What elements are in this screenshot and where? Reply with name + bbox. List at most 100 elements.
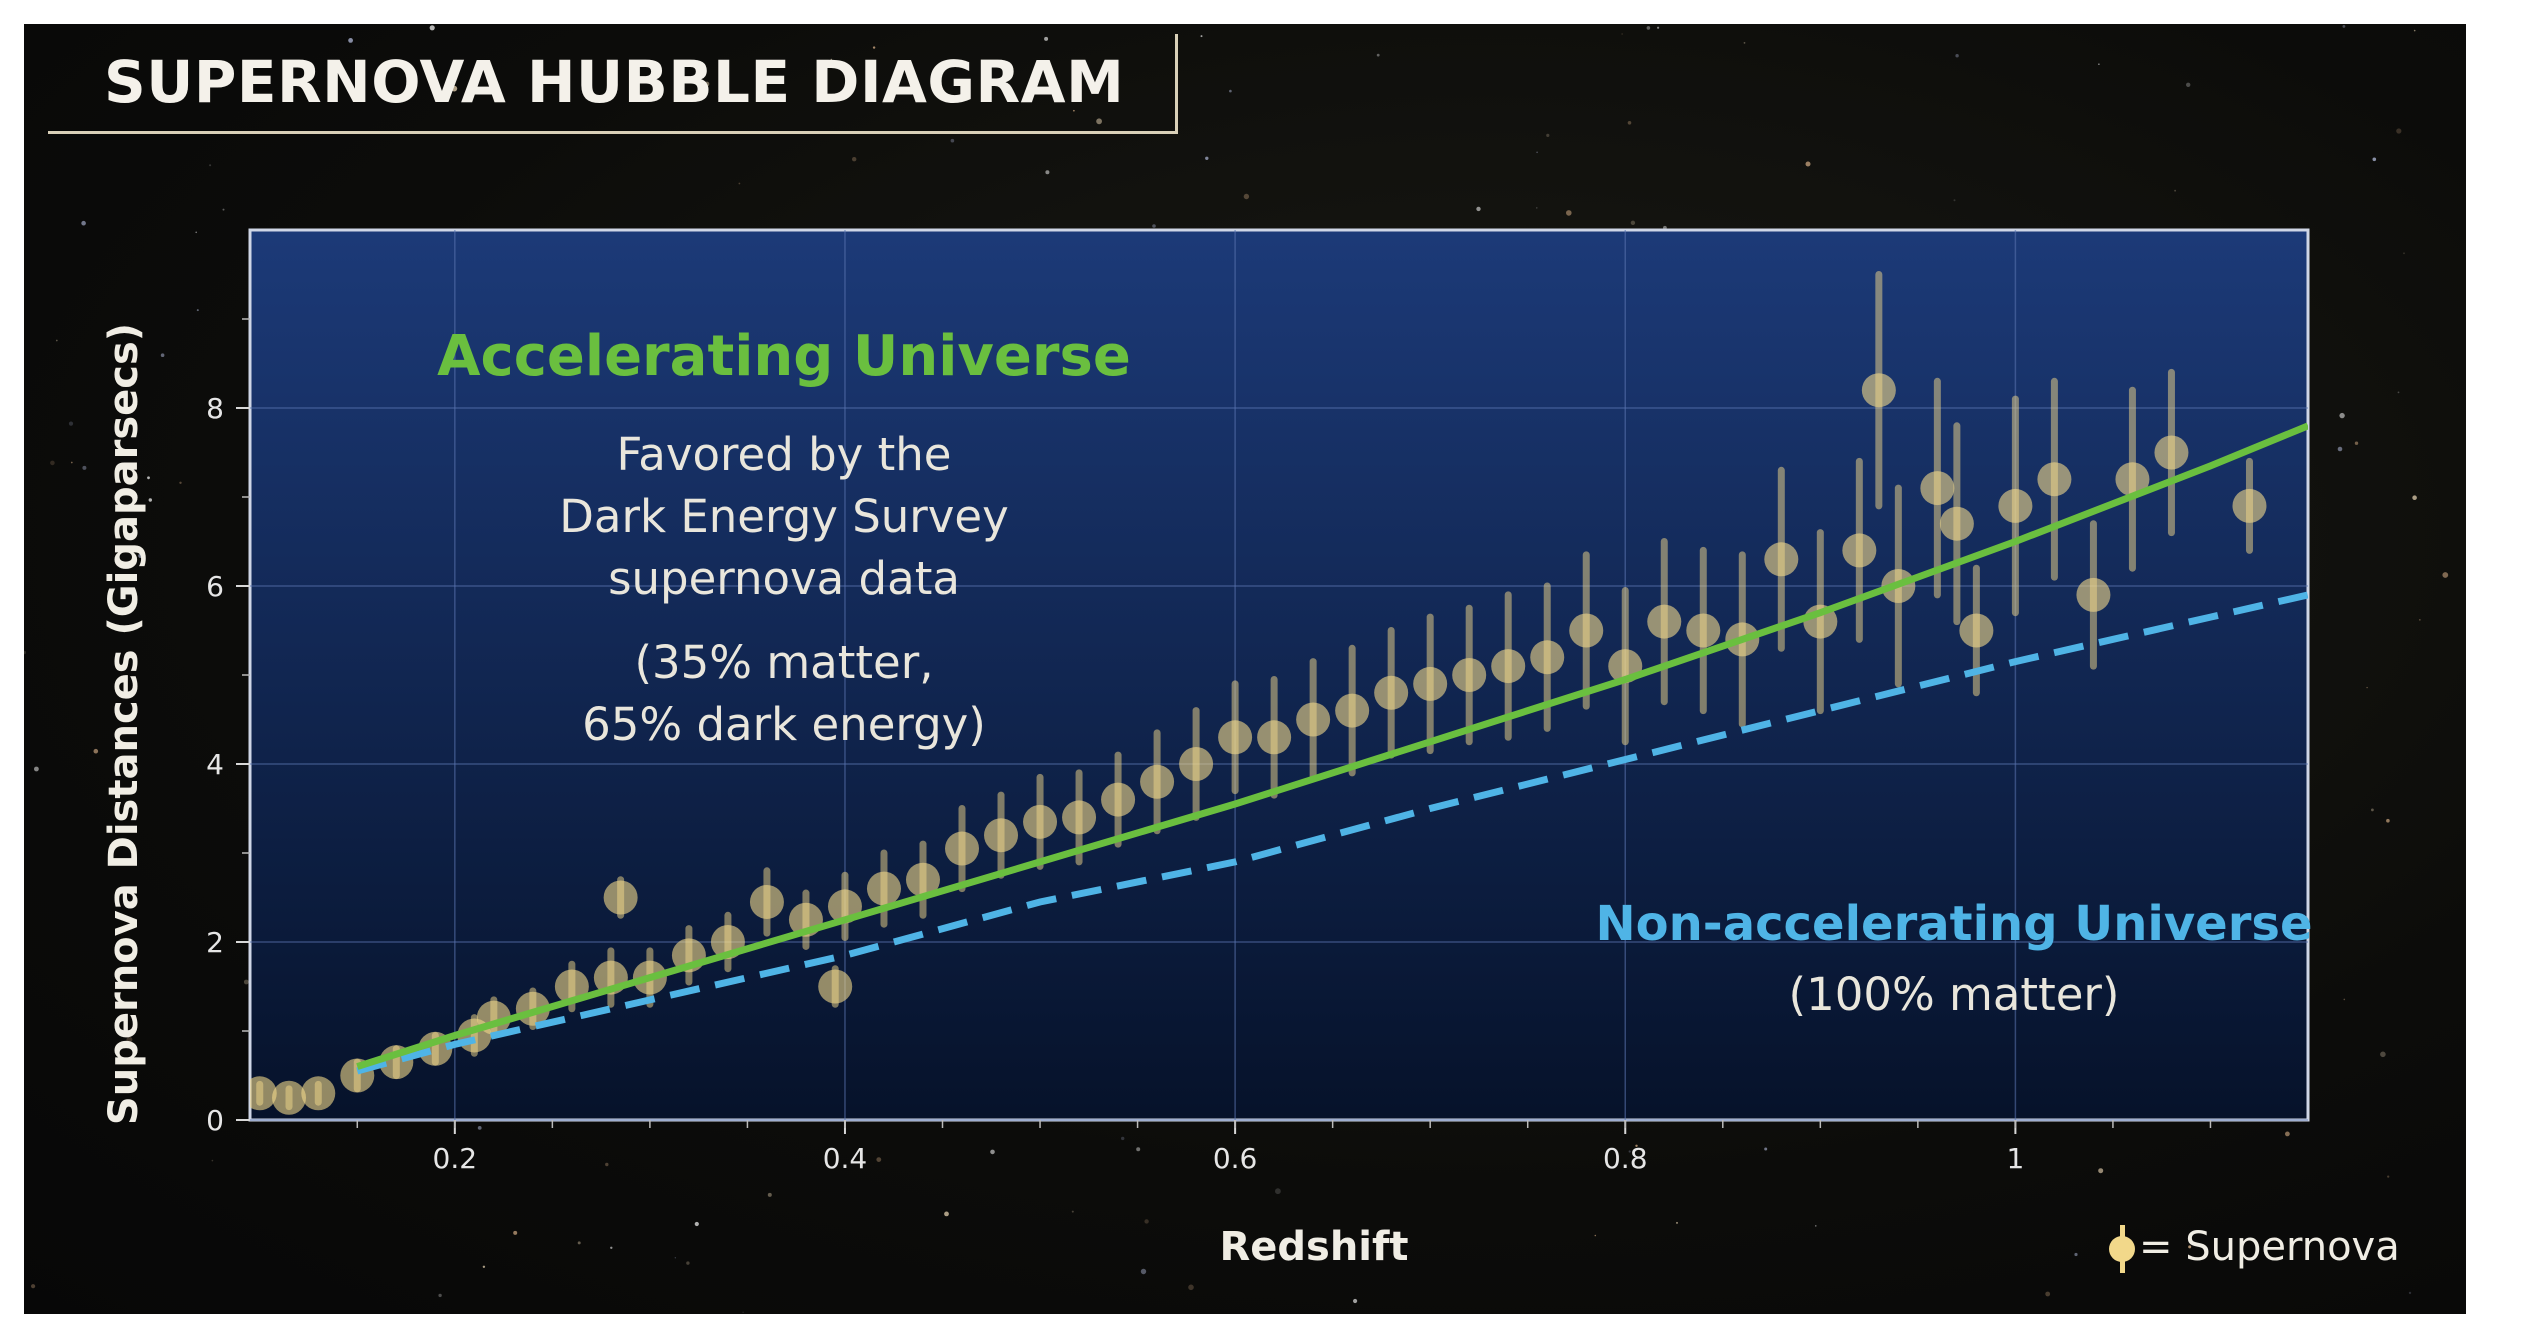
star bbox=[348, 38, 353, 43]
supernova-point bbox=[905, 862, 940, 897]
star bbox=[1200, 35, 1203, 38]
star bbox=[1205, 156, 1209, 160]
star bbox=[1594, 1234, 1597, 1237]
star bbox=[1764, 1147, 1768, 1151]
star bbox=[577, 1241, 581, 1245]
supernova-point bbox=[1179, 747, 1214, 781]
composition-line: 65% dark energy) bbox=[582, 698, 986, 751]
star bbox=[742, 1311, 744, 1313]
star bbox=[1646, 26, 1651, 30]
star bbox=[451, 85, 458, 92]
supernova-point bbox=[250, 1076, 277, 1111]
star bbox=[50, 460, 55, 466]
star bbox=[2380, 1051, 2386, 1058]
star bbox=[2403, 252, 2405, 255]
star bbox=[211, 1159, 214, 1162]
star bbox=[70, 461, 73, 464]
supernova-point bbox=[1998, 488, 2033, 523]
supernova-point bbox=[1296, 702, 1331, 737]
star bbox=[68, 421, 74, 426]
star bbox=[1536, 207, 1538, 209]
star bbox=[852, 157, 857, 162]
star bbox=[243, 979, 249, 985]
figure-frame: SUPERNOVA HUBBLE DIAGRAM 0.2 0.4 0.6 0.8 1 0 2… bbox=[24, 24, 2466, 1314]
x-tick-label: 0.4 bbox=[823, 1142, 868, 1175]
supernova-point bbox=[1413, 666, 1448, 701]
star bbox=[1243, 193, 1250, 200]
star bbox=[438, 1293, 442, 1298]
star bbox=[138, 553, 143, 558]
star bbox=[1953, 199, 1956, 202]
star bbox=[1536, 151, 1538, 154]
star bbox=[1627, 121, 1632, 125]
star bbox=[2442, 572, 2449, 578]
supernova-point bbox=[1920, 471, 1955, 506]
star bbox=[1121, 1136, 1125, 1141]
star bbox=[830, 58, 832, 61]
star bbox=[1657, 26, 1660, 29]
star bbox=[1188, 1284, 1194, 1291]
star bbox=[2354, 441, 2359, 445]
star bbox=[1275, 1188, 1281, 1195]
star bbox=[2343, 998, 2346, 1001]
star bbox=[1376, 53, 1380, 57]
star bbox=[1566, 210, 1572, 216]
star bbox=[694, 1221, 699, 1227]
star bbox=[1621, 33, 1623, 35]
x-tick-label: 0.2 bbox=[433, 1142, 478, 1175]
y-tick-label: 2 bbox=[206, 926, 224, 959]
star bbox=[876, 1157, 882, 1162]
supernova-point bbox=[818, 969, 853, 1004]
star bbox=[24, 650, 26, 655]
supernova-point bbox=[2154, 435, 2189, 470]
star bbox=[2098, 1168, 2104, 1174]
star bbox=[209, 164, 212, 167]
star bbox=[147, 476, 150, 480]
star bbox=[55, 339, 58, 342]
supernova-point bbox=[1959, 613, 1994, 648]
star bbox=[1805, 161, 1811, 167]
star bbox=[196, 309, 199, 312]
star bbox=[1743, 42, 1746, 44]
star bbox=[1144, 1219, 1149, 1224]
supernova-point bbox=[1939, 506, 1974, 541]
star bbox=[944, 1211, 949, 1217]
star bbox=[605, 1162, 609, 1167]
star bbox=[2371, 808, 2374, 812]
star bbox=[990, 1149, 995, 1155]
star bbox=[674, 1257, 676, 1259]
star bbox=[2387, 1175, 2390, 1178]
axes: 0.2 0.4 0.6 0.8 1 0 2 4 6 8 bbox=[206, 318, 2212, 1175]
supernova-point bbox=[1257, 720, 1292, 755]
supernova-point bbox=[2232, 488, 2267, 523]
star bbox=[1152, 224, 1156, 228]
supernova-point bbox=[749, 884, 784, 919]
star bbox=[1353, 1298, 1358, 1304]
legend: = Supernova bbox=[2109, 1224, 2400, 1273]
nonaccelerating-universe-title: Non-accelerating Universe bbox=[1595, 896, 2313, 952]
star bbox=[82, 465, 87, 470]
star bbox=[2045, 1291, 2051, 1297]
star bbox=[1676, 1221, 1678, 1224]
star bbox=[93, 748, 99, 754]
chart-title: SUPERNOVA HUBBLE DIAGRAM bbox=[104, 48, 1125, 116]
accelerating-description-line: supernova data bbox=[608, 552, 960, 605]
star bbox=[195, 231, 197, 234]
star bbox=[1096, 118, 1102, 125]
star bbox=[179, 481, 182, 484]
star bbox=[31, 1284, 36, 1289]
star bbox=[513, 1230, 518, 1235]
y-tick-label: 4 bbox=[206, 748, 224, 781]
star bbox=[2074, 1252, 2078, 1257]
star bbox=[1628, 1150, 1631, 1153]
supernova-point bbox=[945, 831, 980, 866]
star bbox=[477, 1126, 482, 1130]
star bbox=[2412, 495, 2417, 501]
supernova-point bbox=[1569, 613, 1604, 648]
x-tick-label: 0.8 bbox=[1603, 1142, 1648, 1175]
star bbox=[482, 1265, 486, 1269]
hubble-chart: 0.2 0.4 0.6 0.8 1 0 2 4 6 8 bbox=[206, 228, 2310, 1175]
y-tick-label: 6 bbox=[206, 570, 224, 603]
x-axis-label: Redshift bbox=[1219, 1224, 1409, 1270]
star bbox=[2188, 1245, 2192, 1249]
